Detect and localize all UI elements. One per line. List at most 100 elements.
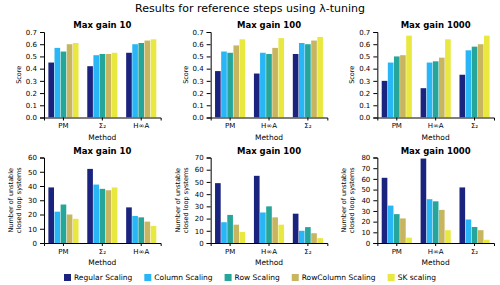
bar [317,37,323,118]
tick-mark [373,81,377,82]
y-axis-label-line: Number of unstable [7,168,15,233]
bar [106,190,112,243]
bar [240,232,246,243]
y-axis-label: Number of unstableclosed loop systems [7,167,23,233]
x-axis-label: Method [88,133,116,142]
tick-mark [373,190,377,191]
tick-mark [207,44,211,45]
bar [484,36,490,118]
bar [472,47,478,118]
bar [61,205,67,243]
tick-label: H∞A [133,122,149,130]
tick-label: Σ₂ [99,248,106,256]
y-axis-label: Score [348,66,356,84]
y-tick: 20 [28,211,44,219]
tick-mark [373,158,377,159]
bar [445,230,451,243]
y-axis-label-line: Number of unstable [340,168,348,233]
x-tick: PM [58,118,68,131]
tick-label: 0.0 [26,114,37,122]
y-tick: 0.5 [193,53,211,61]
bar [439,58,445,118]
bar [433,61,439,117]
y-axis: 010203040506070 [195,154,211,247]
chart-figure: Results for reference steps using λ-tuni… [0,0,500,285]
y-tick: 80 [361,154,377,162]
bar-series [215,176,298,243]
subplot-title: Max gain 10 [73,20,131,30]
subplot: 010203040506070PMH∞AΣ₂Max gain 100Method… [174,146,328,268]
subplot-title: Max gain 100 [237,20,301,30]
y-tick: 0.5 [26,53,44,61]
axis-line [40,33,45,119]
tick-label: PM [225,122,235,130]
bar [221,222,227,243]
legend-item: Column Scaling [144,273,213,282]
bar [427,199,433,243]
tick-label: 50 [28,168,37,176]
legend-swatch [292,274,299,281]
tick-label: 0.3 [26,78,37,86]
tick-mark [373,32,377,33]
legend: Regular ScalingColumn ScalingRow Scaling… [64,273,436,282]
tick-mark [40,32,44,33]
x-axis-label: Method [255,258,283,267]
y-tick: 30 [28,197,44,205]
y-tick: 70 [195,154,211,162]
tick-mark [373,222,377,223]
x-axis: PMΣ₂H∞A [45,118,162,131]
tick-label: 60 [28,154,37,162]
tick-mark [40,172,44,173]
bar [439,210,445,243]
tick-mark [373,118,377,119]
bar [87,66,93,117]
tick-mark [207,69,211,70]
tick-label: 0.6 [26,41,38,49]
bar [406,238,412,243]
bar [260,53,266,118]
tick-label: 0.5 [359,53,370,61]
tick-mark [63,118,64,121]
tick-mark [63,243,64,246]
y-tick: 0.3 [26,78,44,86]
tick-label: 20 [361,218,370,226]
tick-label: 50 [361,186,370,194]
bar [48,63,54,118]
x-axis: PMH∞AΣ₂ [378,118,495,131]
tick-mark [269,118,270,121]
tick-label: 0.7 [26,29,37,37]
tick-label: 0.5 [193,53,204,61]
x-tick: H∞A [133,243,149,256]
tick-mark [40,118,44,119]
y-tick: 70 [361,165,377,173]
axis-line [373,158,378,244]
y-axis-label-line: Score [15,66,23,84]
axis-line [45,118,162,121]
tick-label: 40 [361,197,370,205]
tick-mark [207,32,211,33]
y-tick: 10 [361,229,377,237]
x-axis: PMH∞AΣ₂ [211,118,328,131]
y-tick: 0.6 [359,41,377,49]
y-tick: 0.0 [359,114,377,122]
bar [394,214,400,243]
bar-series [73,39,156,117]
tick-label: 70 [195,154,204,162]
bar [293,214,299,243]
y-tick: 0.4 [359,65,377,73]
tick-label: 0 [366,240,370,248]
bar-series [382,159,465,243]
tick-label: 0 [199,240,203,248]
y-tick: 60 [28,154,44,162]
bar [132,216,138,243]
x-tick: PM [392,118,402,131]
bar-series [240,225,323,243]
tick-mark [230,243,231,246]
tick-label: H∞A [133,248,149,256]
tick-label: H∞A [428,122,444,130]
figure-title: Results for reference steps using λ-tuni… [135,2,365,15]
tick-mark [207,105,211,106]
y-tick: 0.4 [26,65,44,73]
legend-swatch [225,274,232,281]
tick-label: 60 [361,176,370,184]
